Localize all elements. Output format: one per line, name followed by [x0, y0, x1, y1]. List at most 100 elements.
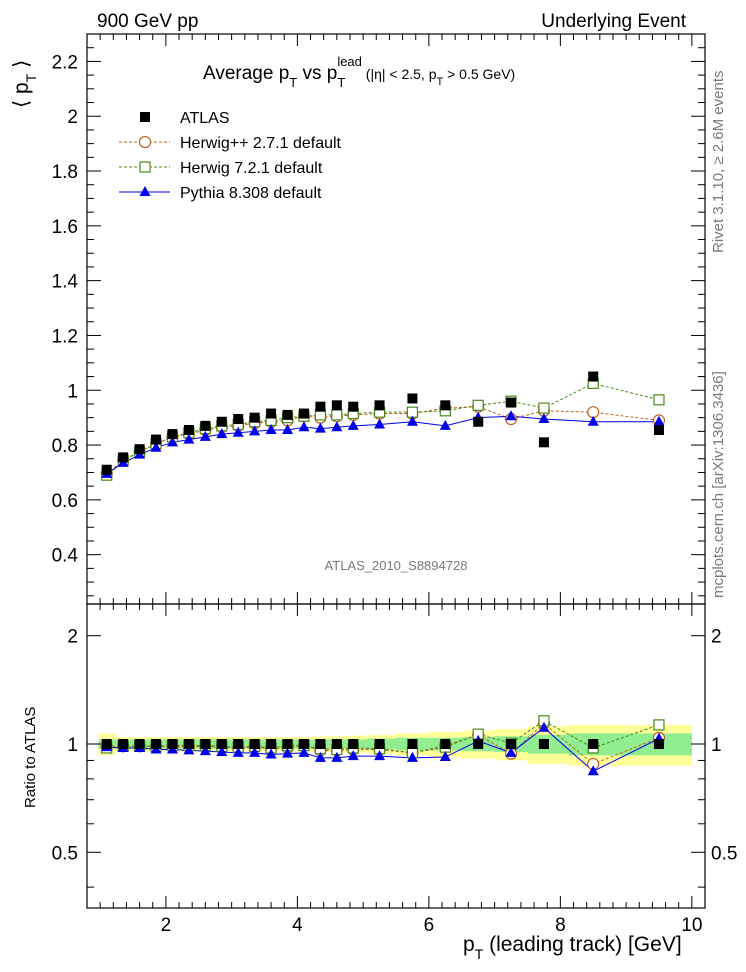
data-point [331, 421, 343, 432]
ratio-data-point [232, 746, 244, 757]
ratio-data-point [538, 721, 550, 732]
data-point [538, 413, 550, 424]
y-tick-label: 2.2 [52, 52, 78, 73]
legend-label: Herwig++ 2.7.1 default [180, 135, 342, 152]
data-point [101, 464, 112, 475]
data-point [473, 416, 484, 427]
ratio-data-point [249, 738, 260, 749]
data-point [183, 424, 194, 435]
ratio-data-point [505, 746, 517, 757]
y-tick-label: 2 [67, 107, 78, 128]
data-point [249, 412, 260, 423]
mcplots-label: mcplots.cern.ch [arXiv:1306.3436] [710, 371, 727, 598]
data-point [216, 416, 227, 427]
data-point [472, 399, 484, 411]
ratio-data-point [233, 738, 244, 749]
ratio-y-axis-label: Ratio to ATLAS [22, 707, 39, 808]
x-tick-label: 2 [161, 915, 172, 936]
x-axis-label: pT (leading track) [GeV] [463, 933, 682, 962]
y-tick-label: 1.4 [52, 272, 79, 293]
ratio-frame [86, 603, 706, 909]
ratio-data-point [282, 747, 294, 758]
legend-label: ATLAS [180, 110, 230, 127]
ratio-data-point [266, 738, 277, 749]
ratio-data-point [653, 719, 665, 731]
data-point [118, 452, 129, 463]
header-left-label: 900 GeV pp [97, 11, 198, 32]
ratio-data-point [314, 751, 326, 762]
legend-marker [140, 112, 150, 122]
data-point [298, 408, 309, 419]
data-point [282, 423, 294, 434]
data-point [653, 394, 665, 406]
ratio-data-point [331, 751, 343, 762]
y-tick-label: 1.6 [52, 217, 78, 238]
ratio-data-point [347, 750, 359, 761]
analysis-label: ATLAS_2010_S8894728 [325, 558, 468, 573]
data-point [588, 371, 599, 382]
data-point [406, 406, 419, 418]
ratio-data-point [118, 738, 129, 749]
data-point [150, 441, 162, 452]
ratio-data-point [200, 738, 211, 749]
ratio-data-point [506, 738, 517, 749]
x-tick-label: 8 [555, 915, 566, 936]
data-point [314, 422, 326, 433]
ratio-data-point [331, 738, 342, 749]
ratio-data-point [199, 745, 211, 756]
ratio-data-point [440, 738, 451, 749]
data-point [407, 393, 418, 404]
data-point [331, 400, 342, 411]
data-point [653, 415, 665, 426]
ratio-data-point [134, 738, 145, 749]
data-point [374, 400, 385, 411]
ratio-data-point [473, 738, 484, 749]
y-tick-label: 0.6 [52, 491, 78, 512]
header-right-label: Underlying Event [541, 11, 686, 32]
ratio-data-point [101, 738, 112, 749]
ratio-data-point [538, 738, 549, 749]
rivet-version-label: Rivet 3.1.10, ≥ 2.6M events [710, 71, 727, 254]
data-point [347, 419, 359, 430]
ratio-data-point [216, 746, 228, 757]
y-tick-label: 0.8 [52, 436, 78, 457]
data-point [587, 415, 599, 426]
y-tick-label: 1 [67, 381, 78, 402]
ratio-y-tick-label: 0.5 [52, 843, 78, 864]
data-point [331, 409, 343, 421]
ratio-data-point [587, 765, 599, 776]
ratio-data-point [216, 738, 227, 749]
ratio-panel: 2 4 6 8 10 0.5 0.5 1 1 2 2 [52, 603, 737, 936]
ratio-data-point [249, 746, 261, 757]
data-point [439, 419, 451, 430]
data-point [538, 437, 549, 448]
data-point [199, 430, 211, 441]
ratio-data-point [183, 744, 195, 755]
ratio-data-point [151, 738, 162, 749]
ratio-data-point [265, 748, 277, 759]
ratio-y-tick-label: 1 [67, 735, 78, 756]
ratio-y-tick-label: 2 [67, 627, 78, 648]
data-point [315, 401, 326, 412]
x-tick-label: 10 [681, 915, 702, 936]
data-point [653, 424, 664, 435]
data-point [265, 423, 277, 434]
x-tick-label: 6 [424, 915, 435, 936]
ratio-data-point [406, 751, 418, 762]
chart-title: Average pT vs pTlead (|η| < 2.5, pT > 0.… [203, 54, 515, 90]
x-tick-label: 4 [292, 915, 303, 936]
data-point [374, 418, 386, 429]
data-point [538, 402, 550, 414]
data-point [183, 433, 195, 444]
ratio-data-point [439, 751, 451, 762]
legend-label: Pythia 8.308 default [180, 185, 322, 202]
ratio-data-point [653, 738, 664, 749]
data-point [151, 434, 162, 445]
ratio-data-point [348, 738, 359, 749]
ratio-y-tick-label-right: 2 [711, 627, 722, 648]
y-tick-label: 1.8 [52, 162, 78, 183]
data-point [216, 428, 228, 439]
data-point [167, 429, 178, 440]
data-point [506, 397, 517, 408]
